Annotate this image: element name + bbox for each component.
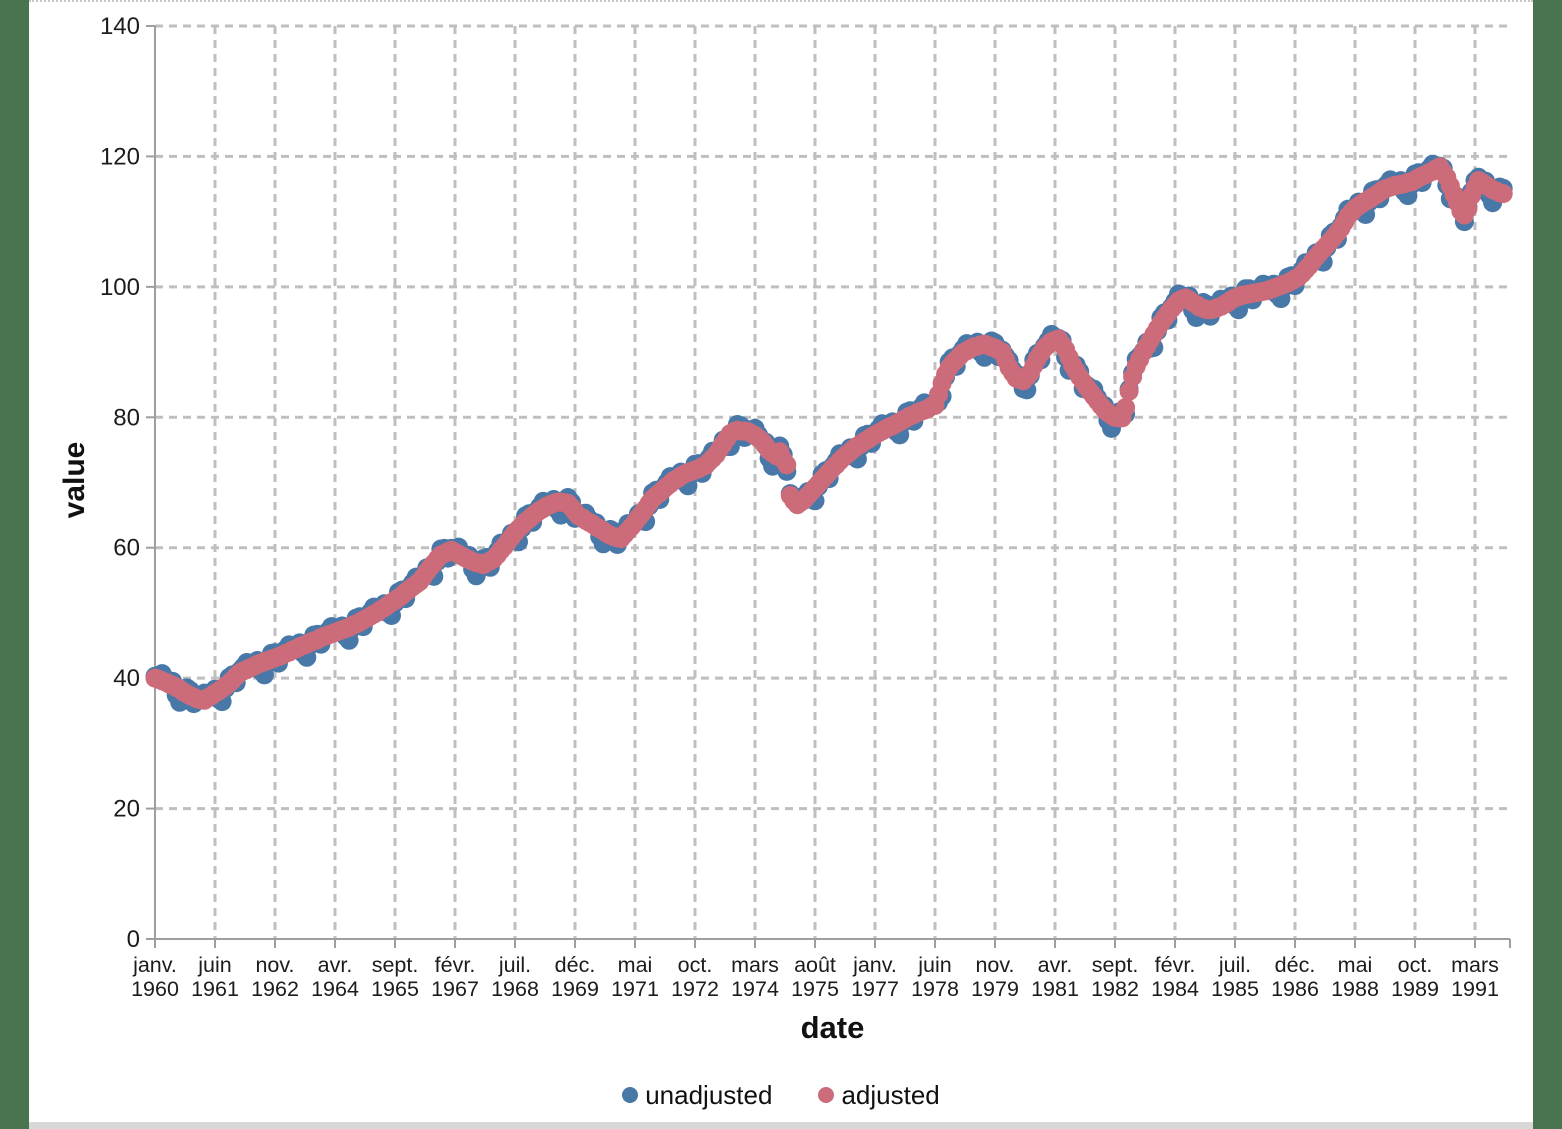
right-margin (1532, 0, 1562, 1129)
svg-text:févr.: févr. (435, 953, 476, 977)
svg-text:1962: 1962 (251, 977, 299, 1001)
svg-text:nov.: nov. (255, 953, 294, 977)
svg-text:1988: 1988 (1331, 977, 1379, 1001)
legend: unadjusted adjusted (29, 1079, 1533, 1111)
legend-label-unadjusted: unadjusted (645, 1079, 773, 1110)
svg-text:1974: 1974 (731, 977, 779, 1001)
svg-text:1960: 1960 (131, 977, 179, 1001)
svg-text:août: août (794, 953, 836, 977)
svg-text:sept.: sept. (372, 953, 419, 977)
svg-text:janv.: janv. (132, 953, 177, 977)
svg-text:1971: 1971 (611, 977, 659, 1001)
svg-text:1964: 1964 (311, 977, 359, 1001)
svg-text:juil.: juil. (498, 953, 531, 977)
svg-text:mars: mars (1451, 953, 1499, 977)
svg-text:1978: 1978 (911, 977, 959, 1001)
legend-label-adjusted: adjusted (841, 1079, 940, 1110)
svg-text:déc.: déc. (1275, 953, 1316, 977)
bottom-strip (29, 1122, 1533, 1129)
svg-text:mai: mai (618, 953, 653, 977)
legend-swatch-unadjusted-icon (622, 1087, 639, 1103)
svg-text:120: 120 (100, 143, 140, 170)
y-axis-title: value (58, 441, 91, 519)
svg-text:1979: 1979 (971, 977, 1019, 1001)
svg-text:oct.: oct. (1398, 953, 1433, 977)
svg-text:avr.: avr. (318, 953, 353, 977)
svg-text:mai: mai (1338, 953, 1373, 977)
svg-text:sept.: sept. (1092, 953, 1139, 977)
svg-text:1975: 1975 (791, 977, 839, 1001)
chart-canvas: 0 20 40 60 80 100 120 140 janv. 1960 juin 1961 nov. 1… (29, 0, 1533, 1125)
svg-text:1967: 1967 (431, 977, 479, 1001)
svg-text:1968: 1968 (491, 977, 539, 1001)
svg-text:1977: 1977 (851, 977, 899, 1001)
svg-text:juil.: juil. (1218, 953, 1251, 977)
svg-text:1961: 1961 (191, 977, 239, 1001)
svg-text:1984: 1984 (1151, 977, 1199, 1001)
svg-text:mars: mars (731, 953, 779, 977)
svg-text:80: 80 (113, 404, 140, 431)
svg-text:1972: 1972 (671, 977, 719, 1001)
svg-text:40: 40 (113, 665, 140, 692)
svg-text:nov.: nov. (975, 953, 1014, 977)
svg-text:60: 60 (113, 535, 140, 562)
svg-text:oct.: oct. (678, 953, 713, 977)
legend-item-adjusted: adjusted (818, 1079, 940, 1111)
svg-text:févr.: févr. (1155, 953, 1196, 977)
legend-swatch-adjusted-icon (818, 1087, 835, 1103)
svg-text:1991: 1991 (1451, 977, 1499, 1001)
svg-text:juin: juin (197, 953, 231, 977)
svg-text:0: 0 (127, 926, 140, 953)
svg-text:juin: juin (917, 953, 951, 977)
svg-text:1986: 1986 (1271, 977, 1319, 1001)
svg-text:140: 140 (100, 13, 140, 40)
legend-item-unadjusted: unadjusted (622, 1080, 772, 1111)
svg-text:avr.: avr. (1038, 953, 1073, 977)
scatter-plot: 020406080100120140janv.1960juin1961nov.1… (100, 13, 1513, 1001)
svg-text:1981: 1981 (1031, 977, 1079, 1001)
svg-text:1989: 1989 (1391, 977, 1439, 1001)
svg-text:1982: 1982 (1091, 977, 1139, 1001)
svg-text:20: 20 (113, 796, 140, 823)
svg-text:janv.: janv. (852, 953, 897, 977)
svg-text:1985: 1985 (1211, 977, 1259, 1001)
svg-text:1965: 1965 (371, 977, 419, 1001)
svg-text:1969: 1969 (551, 977, 599, 1001)
svg-text:100: 100 (100, 274, 140, 301)
left-margin (0, 0, 29, 1129)
svg-text:déc.: déc. (555, 953, 596, 977)
x-axis-title: date (800, 1010, 865, 1045)
